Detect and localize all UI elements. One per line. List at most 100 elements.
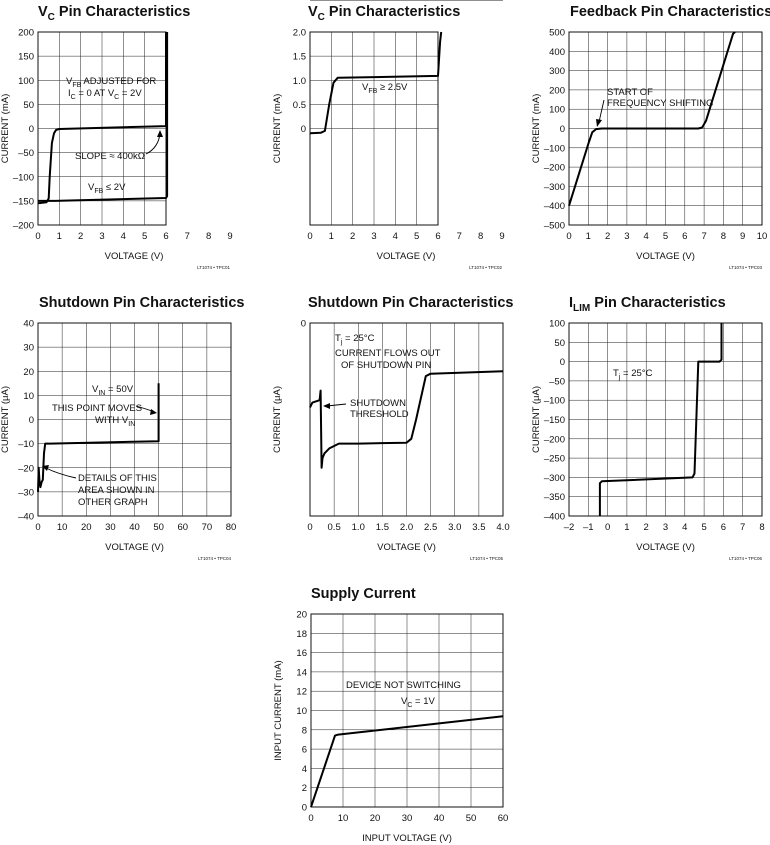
x-tick-label: 0 [308,813,313,824]
c6-annotation-tj: Tj = 25°C [613,368,653,381]
x-tick-label: 0.5 [328,522,341,533]
y-tick-label: –100 [544,396,565,407]
y-tick-label: 16 [296,648,307,659]
y-tick-label: 10 [23,391,34,402]
y-tick-label: –200 [544,434,565,445]
y-axis-label: CURRENT (μA) [0,386,11,453]
c1-annotation-vfb-le: VFB ≤ 2V [88,182,126,195]
c7-annotation-vc: VC = 1V [401,696,436,709]
y-tick-label: 100 [549,319,565,330]
x-tick-label: 0 [35,231,40,242]
c4-arrow-details [45,467,77,479]
y-tick-label: –100 [544,143,565,154]
x-tick-label: 0 [566,231,571,242]
y-tick-label: 0 [301,124,306,135]
x-tick-label: 10 [757,231,768,242]
x-tick-label: 2.0 [400,522,413,533]
y-tick-label: –0.5 [288,0,307,3]
x-tick-label: –2 [564,522,575,533]
series-line-1 [568,31,736,206]
x-tick-label: 50 [466,813,477,824]
chart-1: VC Pin Characteristics 0 1 2 3 4 5 6 7 8 9 –200 –150… [0,4,233,270]
y-tick-label: 1.0 [293,76,306,87]
y-tick-label: –50 [18,148,34,159]
plot-frame [309,322,504,517]
x-tick-label: 3 [663,522,668,533]
y-tick-label: 500 [549,28,565,39]
x-tick-label: 4 [644,231,649,242]
x-tick-label: 10 [57,522,68,533]
c1-annotation-ic: IC = 0 AT VC = 2V [68,88,142,101]
y-tick-label: 0.5 [293,100,306,111]
plot-frame [37,322,232,517]
series-line-1 [37,383,160,492]
y-tick-label: –10 [18,439,34,450]
c4-annotation-other: OTHER GRAPH [78,497,148,508]
x-tick-label: 9 [740,231,745,242]
c3-arrowhead [596,119,602,127]
c5-annotation-flows: CURRENT FLOWS OUT [335,348,441,359]
y-tick-label: 4 [302,764,307,775]
x-tick-label: 0 [605,522,610,533]
x-tick-label: 7 [185,231,190,242]
y-tick-label: –400 [544,512,565,523]
y-tick-label: 0 [29,124,34,135]
x-tick-label: 1 [624,522,629,533]
y-axis-label: CURRENT (mA) [272,94,283,164]
c4-arrowhead-details [42,465,49,471]
x-tick-label: 40 [129,522,140,533]
series-line-2 [38,32,169,202]
plot-frame [37,31,167,226]
y-tick-label: –20 [290,0,306,3]
plot-frame [310,613,504,808]
chart-4: Shutdown Pin Characteristics 0 10 20 30 40 50 6… [0,295,244,561]
x-tick-label: 8 [206,231,211,242]
y-tick-label: 14 [296,667,307,678]
c4-annotation-with-vin: WITH VIN [95,415,135,428]
x-tick-label: 20 [370,813,381,824]
x-axis-label: INPUT VOLTAGE (V) [362,833,452,844]
y-tick-label: 100 [549,105,565,116]
plot-frame [568,322,763,517]
x-tick-label: 6 [163,231,168,242]
y-tick-label: 50 [23,100,34,111]
y-tick-label: –50 [549,376,565,387]
c5-annotation-tj: Tj = 25°C [335,333,375,346]
series-line-1 [37,32,167,205]
series-line-1 [310,715,504,808]
c1-annotation-slope: SLOPE ≈ 400kΩ [75,151,145,162]
y-tick-label: 40 [23,319,34,330]
y-tick-label: 20 [296,610,307,621]
chart-7-title: Supply Current [311,586,416,602]
x-tick-label: 30 [105,522,116,533]
c7-annotation-device: DEVICE NOT SWITCHING [346,680,461,691]
x-tick-label: 9 [499,231,504,242]
y-tick-label: 300 [549,66,565,77]
y-tick-label: –30 [18,487,34,498]
x-tick-label: 80 [226,522,237,533]
x-axis-label: VOLTAGE (V) [636,542,695,553]
x-tick-label: 1.0 [352,522,365,533]
x-tick-label: 1 [57,231,62,242]
c5-arrow [326,403,347,407]
c2-annotation-vfb: VFB ≥ 2.5V [362,82,408,95]
x-axis-label: VOLTAGE (V) [105,542,164,553]
x-tick-label: 7 [457,231,462,242]
c4-annotation-area: AREA SHOWN IN [78,485,155,496]
x-tick-label: 5 [701,522,706,533]
y-axis-label: INPUT CURRENT (mA) [273,660,284,760]
x-tick-label: 6 [721,522,726,533]
y-tick-label: 100 [18,76,34,87]
figure-code: LT1074 • TPC05 [470,556,503,561]
x-tick-label: 50 [153,522,164,533]
y-tick-label: 10 [296,706,307,717]
y-tick-label: 20 [23,367,34,378]
y-tick-label: 150 [18,52,34,63]
y-axis-label: CURRENT (μA) [531,386,542,453]
x-tick-label: 10 [338,813,349,824]
y-tick-label: 0 [560,124,565,135]
x-tick-label: 20 [81,522,92,533]
x-tick-label: 2 [605,231,610,242]
c1-annotation-vfb: VFB ADJUSTED FOR [66,76,156,89]
c5-arrowhead [323,403,330,409]
